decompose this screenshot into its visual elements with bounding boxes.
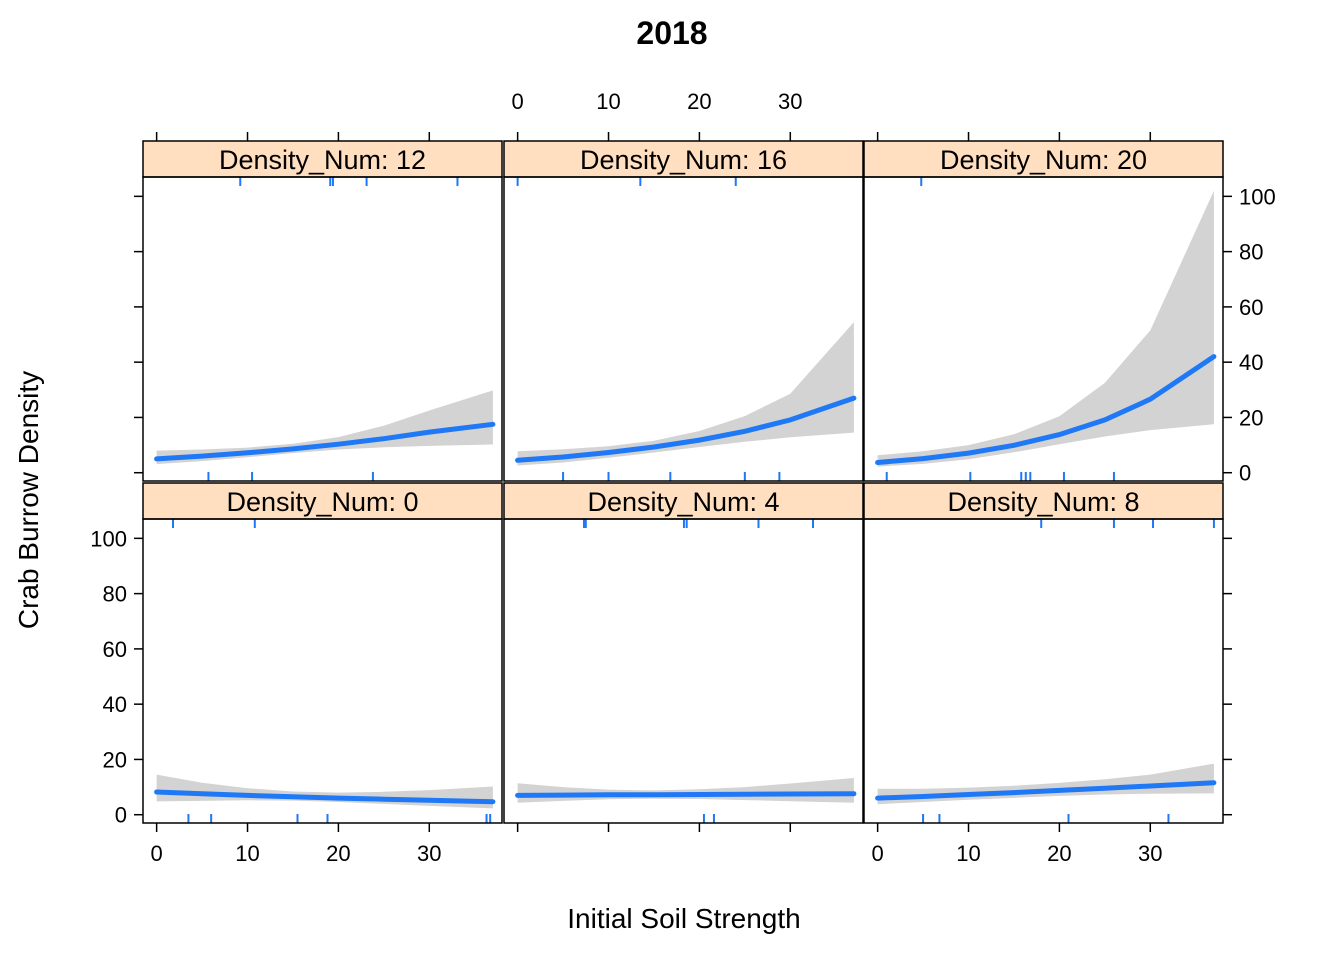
panel-border <box>503 518 864 824</box>
x-tick-label: 10 <box>956 841 980 866</box>
x-tick-label: 10 <box>596 89 620 114</box>
panel-0: Density_Num: 0 <box>142 482 503 824</box>
x-tick-label: 30 <box>1138 841 1162 866</box>
panel-4: Density_Num: 16 <box>503 140 864 482</box>
strip-label: Density_Num: 8 <box>947 487 1139 517</box>
x-tick-label: 0 <box>872 841 884 866</box>
fit-line <box>875 354 1217 465</box>
y-tick-label: 100 <box>1239 184 1276 209</box>
panel-3: Density_Num: 12 <box>142 140 503 482</box>
confidence-band <box>517 778 854 803</box>
confidence-band <box>156 390 493 465</box>
panel-border <box>863 176 1224 482</box>
y-tick-label: 20 <box>1239 405 1263 430</box>
panel-border <box>142 518 503 824</box>
y-tick-label: 100 <box>90 526 127 551</box>
fit-line <box>154 789 496 805</box>
fit-line <box>515 395 857 463</box>
strip-label: Density_Num: 4 <box>587 487 779 517</box>
panels-layer: Density_Num: 0 Density_Num: 4 Density_Num:… <box>142 140 1224 824</box>
confidence-band <box>517 322 854 466</box>
y-tick-label: 60 <box>103 637 127 662</box>
fit-line <box>515 791 857 798</box>
strip-label: Density_Num: 20 <box>940 145 1147 175</box>
panel-border <box>863 518 1224 824</box>
fit-line <box>875 780 1217 801</box>
y-tick-label: 60 <box>1239 295 1263 320</box>
y-tick-label: 20 <box>103 747 127 772</box>
panel-1: Density_Num: 4 <box>503 482 864 824</box>
x-tick-label: 30 <box>417 841 441 866</box>
y-tick-label: 80 <box>1239 240 1263 265</box>
y-tick-label: 0 <box>115 803 127 828</box>
strip-background <box>863 482 1224 520</box>
y-tick-label: 40 <box>103 692 127 717</box>
strip-background <box>142 140 503 178</box>
strip-label: Density_Num: 12 <box>219 145 426 175</box>
strip-label: Density_Num: 0 <box>226 487 418 517</box>
chart-title: 2018 <box>636 15 707 51</box>
x-tick-label: 20 <box>1047 841 1071 866</box>
x-tick-label: 30 <box>778 89 802 114</box>
fit-line <box>154 421 496 462</box>
y-tick-label: 0 <box>1239 461 1251 486</box>
y-tick-label: 40 <box>1239 350 1263 375</box>
axes-layer: 0 10 20 30 0 10 20 30 0 10 20 30 0 20 40 60 80 100 0 20 40 60… <box>90 89 1275 866</box>
panel-border <box>503 176 864 482</box>
x-axis-label: Initial Soil Strength <box>567 903 800 934</box>
panel-2: Density_Num: 8 <box>863 482 1224 824</box>
x-tick-label: 20 <box>687 89 711 114</box>
y-tick-label: 80 <box>103 582 127 607</box>
panel-border <box>142 176 503 482</box>
x-tick-label: 0 <box>512 89 524 114</box>
confidence-band <box>877 190 1214 467</box>
x-tick-label: 10 <box>235 841 259 866</box>
panel-5: Density_Num: 20 <box>863 140 1224 482</box>
x-tick-label: 20 <box>326 841 350 866</box>
x-tick-label: 0 <box>151 841 163 866</box>
y-axis-label: Crab Burrow Density <box>13 371 44 629</box>
strip-label: Density_Num: 16 <box>580 145 787 175</box>
strip-background <box>863 140 1224 178</box>
